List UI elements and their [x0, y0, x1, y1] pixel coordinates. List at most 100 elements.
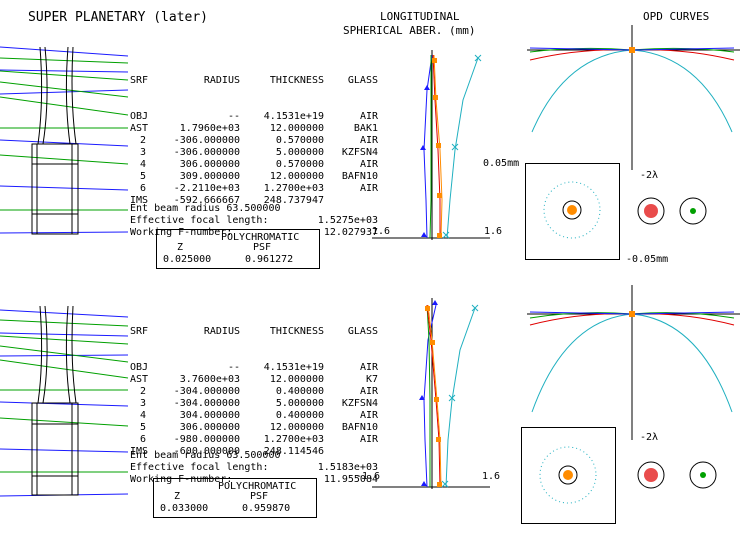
psf-box-1: POLYCHROMATIC Z PSF 0.025000 0.961272: [156, 229, 320, 269]
cell-radius: -304.000000: [173, 386, 240, 397]
param-line: Working F-number: 12.027937: [130, 227, 378, 239]
cell-glass: AIR: [359, 434, 378, 445]
cell-thickness: 4.1531e+19: [263, 362, 324, 373]
table-row: 4 306.000000 0.570000 AIR: [130, 159, 378, 171]
cell-srf: 3: [139, 147, 147, 158]
psf-value: 0.961272: [245, 254, 294, 265]
prescription-table-1: SRF RADIUS THICKNESS GLASS OBJ -- 4.1531e+…: [130, 51, 378, 219]
cell-radius: -600.000000: [173, 446, 240, 457]
col-srf: SRF: [130, 75, 149, 86]
lsa-min-1: -1.6: [366, 226, 391, 237]
cell-radius: 1.7960e+03: [179, 123, 240, 134]
table-row: IMS -592.666667 248.737947: [130, 195, 378, 207]
param-label: Ent beam radius: [130, 450, 221, 461]
lsa-min-2: -1.6: [356, 471, 381, 482]
cell-radius: 304.000000: [179, 410, 240, 421]
col-glass: GLASS: [347, 326, 378, 337]
psf-z-value: 0.025000: [163, 254, 212, 265]
table-row: 6 -980.000000 1.2700e+03 AIR: [130, 434, 378, 446]
col-thickness: THICKNESS: [269, 326, 324, 337]
psf-z-label: Z: [174, 491, 181, 502]
psf-header: POLYCHROMATIC: [218, 481, 297, 492]
cell-thickness: 12.000000: [269, 422, 324, 433]
cell-radius: -306.000000: [173, 147, 240, 158]
opd-label-1: -2λ: [640, 170, 659, 181]
psf-z-label: Z: [177, 242, 184, 253]
psf-z-value: 0.033000: [160, 503, 209, 514]
param-value: 63.500000: [226, 203, 281, 214]
cell-radius: --: [227, 111, 240, 122]
cell-radius: -980.000000: [173, 434, 240, 445]
table-row: OBJ -- 4.1531e+19 AIR: [130, 362, 378, 374]
param-value: 1.5275e+03: [317, 215, 378, 226]
cell-radius: --: [227, 362, 240, 373]
table-row: 3 -306.000000 5.000000 KZFSN4: [130, 147, 378, 159]
psf-value: 0.959870: [242, 503, 291, 514]
table-row: 4 304.000000 0.400000 AIR: [130, 410, 378, 422]
cell-thickness: 0.570000: [275, 159, 324, 170]
cell-thickness: 12.000000: [269, 123, 324, 134]
cell-radius: -306.000000: [173, 135, 240, 146]
psf-label: PSF: [250, 491, 269, 502]
cell-radius: -304.000000: [173, 398, 240, 409]
cell-thickness: 248.114546: [263, 446, 324, 457]
cell-srf: 3: [139, 398, 147, 409]
param-label: Working F-number:: [130, 474, 233, 485]
cell-srf: 4: [139, 410, 147, 421]
lsa-header-line2: SPHERICAL ABER. (mm): [343, 24, 476, 37]
psf-label: PSF: [253, 242, 272, 253]
param-line: Ent beam radius 63.500000: [130, 450, 378, 462]
col-glass: GLASS: [347, 75, 378, 86]
table-row: 6 -2.2110e+03 1.2700e+03 AIR: [130, 183, 378, 195]
cell-glass: AIR: [359, 410, 378, 421]
col-srf: SRF: [130, 326, 149, 337]
prescription-table-2: SRF RADIUS THICKNESS GLASS OBJ -- 4.1531e+…: [130, 302, 378, 470]
cell-glass: BAFN10: [341, 171, 378, 182]
cell-glass: AIR: [359, 362, 378, 373]
cell-glass: BAFN10: [341, 422, 378, 433]
opd-label-2: -2λ: [640, 432, 659, 443]
psf-box-2: POLYCHROMATIC Z PSF 0.033000 0.959870: [153, 478, 317, 518]
param-label: Ent beam radius: [130, 203, 221, 214]
param-value: 63.500000: [226, 450, 281, 461]
cell-srf: AST: [130, 374, 149, 385]
cell-srf: OBJ: [130, 111, 149, 122]
param-line: Effective focal length: 1.5275e+03: [130, 215, 378, 227]
table-row: OBJ -- 4.1531e+19 AIR: [130, 111, 378, 123]
param-label: Working F-number:: [130, 227, 233, 238]
cell-glass: KZFSN4: [341, 398, 378, 409]
page-title: SUPER PLANETARY (later): [28, 10, 209, 25]
col-radius: RADIUS: [203, 326, 240, 337]
cell-thickness: 0.400000: [275, 386, 324, 397]
table-row: 2 -304.000000 0.400000 AIR: [130, 386, 378, 398]
cell-srf: 5: [139, 171, 147, 182]
table-row: 5 306.000000 12.000000 BAFN10: [130, 422, 378, 434]
spot-scale-top: 0.05mm: [483, 158, 520, 169]
cell-thickness: 12.000000: [269, 171, 324, 182]
table-row: AST 3.7600e+03 12.000000 K7: [130, 374, 378, 386]
cell-thickness: 0.570000: [275, 135, 324, 146]
cell-srf: OBJ: [130, 362, 149, 373]
cell-thickness: 5.000000: [275, 398, 324, 409]
cell-srf: IMS: [130, 195, 149, 206]
cell-glass: AIR: [359, 386, 378, 397]
cell-srf: 2: [139, 135, 147, 146]
cell-thickness: 0.400000: [275, 410, 324, 421]
table-row: IMS -600.000000 248.114546: [130, 446, 378, 458]
param-label: Effective focal length:: [130, 215, 269, 226]
cell-thickness: 5.000000: [275, 147, 324, 158]
col-radius: RADIUS: [203, 75, 240, 86]
cell-glass: BAK1: [353, 123, 378, 134]
cell-srf: 6: [139, 183, 147, 194]
cell-radius: 306.000000: [179, 422, 240, 433]
table-row: AST 1.7960e+03 12.000000 BAK1: [130, 123, 378, 135]
col-thickness: THICKNESS: [269, 75, 324, 86]
cell-glass: AIR: [359, 159, 378, 170]
cell-thickness: 1.2700e+03: [263, 183, 324, 194]
cell-srf: 5: [139, 422, 147, 433]
cell-radius: -592.666667: [173, 195, 240, 206]
spot-diagram-2: [521, 427, 616, 524]
param-value: 1.5183e+03: [317, 462, 378, 473]
cell-thickness: 4.1531e+19: [263, 111, 324, 122]
cell-glass: AIR: [359, 135, 378, 146]
